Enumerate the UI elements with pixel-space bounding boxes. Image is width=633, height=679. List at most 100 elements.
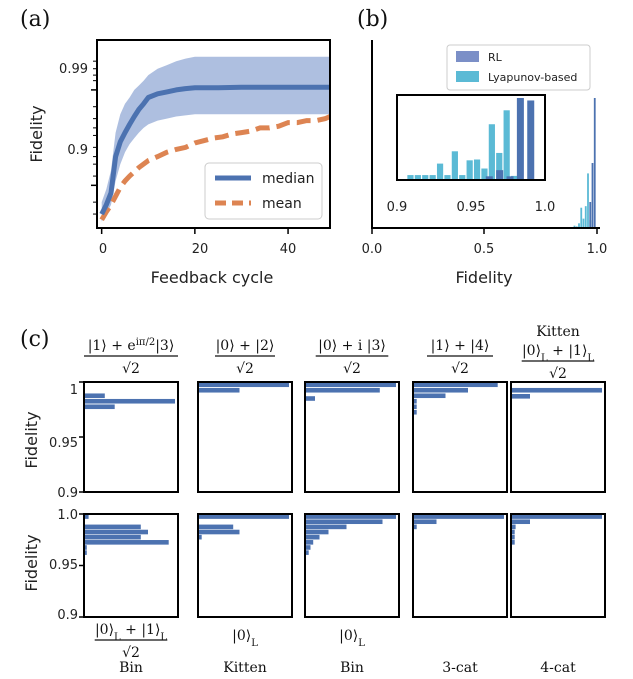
panel-a-ylabel: Fidelity [27, 105, 46, 162]
fidelity-bar [306, 514, 396, 519]
legend-rl-label: RL [488, 51, 503, 64]
fidelity-bar [85, 524, 141, 530]
fidelity-bar [306, 545, 311, 550]
median-confidence-band [101, 56, 330, 222]
lyapunov-inset-bar [407, 175, 414, 180]
rl-inset-bar [506, 176, 514, 180]
lyapunov-inset-bar [444, 175, 451, 180]
fidelity-bar [306, 540, 314, 545]
c-bottom-ytick-0.9: 0.9 [57, 608, 78, 623]
panel-a-ytick-0.99: 0.99 [59, 62, 88, 77]
inset-xtick-0.95: 0.95 [457, 200, 486, 215]
fidelity-bar [199, 529, 240, 535]
fidelity-bar [85, 534, 141, 540]
panel-label-a: (a) [20, 7, 50, 32]
bottom-title-name: Bin [119, 660, 143, 676]
top-title-denominator: √2 [549, 366, 567, 382]
legend-mean-label: mean [262, 196, 302, 212]
rl-inset-bar [485, 176, 493, 180]
subplot-frame [197, 381, 293, 493]
panel-b-legend-box [446, 44, 591, 91]
panel-c-ylabel-top: Fidelity [22, 411, 41, 468]
panel-a-ytick-0.9: 0.9 [67, 143, 88, 158]
lyapunov-inset-bar [496, 152, 503, 180]
fidelity-bar [306, 529, 329, 535]
rl-main-bar [593, 98, 596, 228]
fidelity-bar [512, 529, 515, 535]
fidelity-bar [199, 387, 240, 393]
c-top-ytick-0.9: 0.9 [57, 486, 78, 501]
rl-main-bar [591, 163, 594, 228]
fidelity-bar [414, 398, 417, 404]
fidelity-bar [85, 398, 175, 404]
lyapunov-main-bar [587, 173, 589, 228]
top-title-numerator: |0⟩ + |2⟩ [216, 338, 275, 354]
panel-c-grid: |1⟩ + eiπ/2|3⟩ √2 |0⟩ + |2⟩ √2 |0⟩ + i |3⟩ √2… [22, 324, 606, 676]
fidelity-bar [306, 382, 396, 388]
top-title-numerator: |0⟩L + |1⟩L [522, 343, 594, 364]
fidelity-bar [306, 396, 315, 401]
subplot-frame [412, 513, 508, 618]
fidelity-bar [512, 524, 516, 530]
c-bottom-ytick-1.0: 1.0 [57, 508, 78, 523]
bottom-title-state: |0⟩L [339, 628, 365, 649]
top-title-denominator: √2 [451, 361, 469, 377]
bottom-title-name: Bin [340, 660, 364, 676]
fidelity-bar [414, 519, 437, 525]
top-title-numerator: |1⟩ + |4⟩ [431, 338, 490, 354]
fidelity-bar [306, 387, 380, 393]
subplot-frame [510, 381, 606, 493]
fidelity-bar [512, 519, 530, 525]
lyapunov-inset-bar [436, 163, 444, 180]
inset-xtick-1.0: 1.0 [535, 200, 556, 215]
fidelity-bar [85, 514, 89, 519]
panel-b-xtick-0.5: 0.5 [474, 242, 495, 257]
subplot-frame [304, 381, 400, 493]
panel-a-xlabel: Feedback cycle [151, 268, 274, 287]
fidelity-bar [306, 519, 383, 525]
lyapunov-main-bar [582, 218, 585, 228]
rl-inset-bar [527, 100, 535, 180]
lyapunov-inset-bar [422, 175, 429, 180]
fidelity-bar [85, 404, 115, 410]
top-title-denominator: √2 [236, 361, 254, 377]
rl-inset-bar [516, 98, 524, 180]
fidelity-bar [199, 524, 234, 530]
lyapunov-inset-bar [429, 175, 436, 180]
fidelity-bar [512, 540, 515, 545]
legend-lyapunov-swatch [456, 71, 479, 82]
lyapunov-main-bar [573, 225, 576, 228]
top-title-numerator: |1⟩ + eiπ/2|3⟩ [88, 337, 175, 355]
panel-label-b: (b) [357, 7, 388, 32]
lyapunov-inset-bar [503, 110, 510, 180]
panel-a-xtick-40: 40 [280, 242, 297, 257]
panel-label-c: (c) [20, 327, 50, 352]
fidelity-bar [414, 404, 417, 410]
top-title-denominator: √2 [122, 361, 140, 377]
panel-a-frame [96, 39, 331, 229]
c-top-ytick-0.95: 0.95 [49, 436, 78, 451]
fidelity-bar [414, 393, 446, 399]
legend-median-label: median [262, 171, 314, 187]
fidelity-bar [199, 534, 202, 540]
subplot-frame [83, 381, 179, 493]
c-top-ytick-1: 1 [70, 383, 78, 398]
rl-main-bar [589, 202, 592, 228]
subplot-frame [83, 513, 179, 618]
mean-line [99, 114, 332, 222]
c-bottom-ytick-0.95: 0.95 [49, 558, 78, 573]
subplot-frame [412, 381, 508, 493]
legend-lyapunov-label: Lyapunov-based [488, 71, 577, 84]
subplot-frame [197, 513, 293, 618]
fidelity-bar [85, 540, 169, 545]
fidelity-bar [414, 382, 498, 388]
panel-c-titles: |1⟩ + eiπ/2|3⟩ √2 |0⟩ + |2⟩ √2 |0⟩ + i |3⟩ √2… [84, 324, 594, 676]
lyapunov-inset-bar [473, 159, 481, 180]
fidelity-bar [512, 534, 515, 540]
lyapunov-inset-bar [488, 124, 495, 180]
subplot-frame [304, 513, 400, 618]
rl-inset-bar [496, 170, 504, 180]
panel-b-inset-frame [396, 94, 546, 181]
subplot-frame [510, 513, 606, 618]
